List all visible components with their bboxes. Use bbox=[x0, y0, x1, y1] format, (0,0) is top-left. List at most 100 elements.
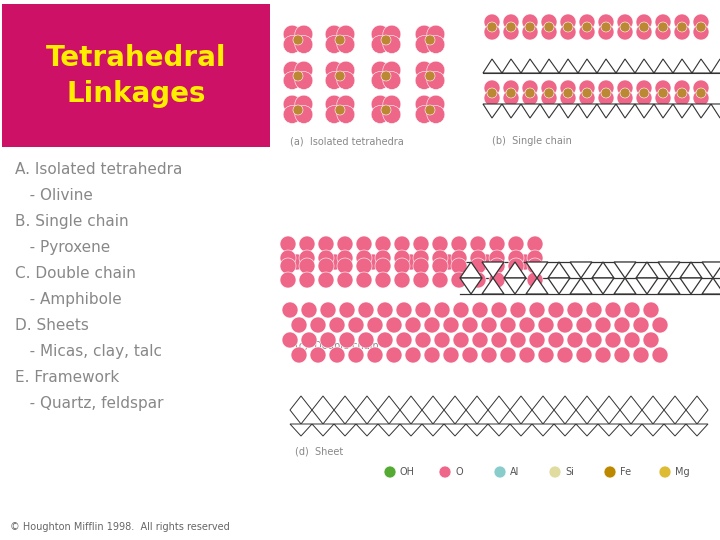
Circle shape bbox=[605, 332, 621, 348]
Polygon shape bbox=[680, 278, 702, 294]
Circle shape bbox=[383, 105, 401, 124]
Circle shape bbox=[295, 36, 313, 53]
Polygon shape bbox=[488, 396, 510, 424]
Polygon shape bbox=[711, 104, 720, 118]
Circle shape bbox=[381, 105, 391, 115]
Circle shape bbox=[601, 22, 611, 32]
Text: - Olivine: - Olivine bbox=[15, 188, 93, 203]
Polygon shape bbox=[658, 262, 680, 278]
Circle shape bbox=[658, 22, 668, 32]
Circle shape bbox=[337, 236, 353, 252]
Circle shape bbox=[655, 14, 671, 30]
Circle shape bbox=[415, 71, 433, 90]
Polygon shape bbox=[400, 396, 422, 424]
Text: C. Double chain: C. Double chain bbox=[15, 266, 136, 281]
Circle shape bbox=[320, 332, 336, 348]
Circle shape bbox=[677, 88, 687, 98]
Circle shape bbox=[652, 317, 668, 333]
Circle shape bbox=[280, 272, 296, 288]
Circle shape bbox=[519, 347, 535, 363]
Circle shape bbox=[434, 302, 450, 318]
Circle shape bbox=[325, 71, 343, 90]
Circle shape bbox=[506, 22, 516, 32]
Circle shape bbox=[560, 80, 576, 96]
Circle shape bbox=[557, 317, 573, 333]
Circle shape bbox=[371, 105, 389, 124]
Circle shape bbox=[527, 258, 543, 274]
Circle shape bbox=[432, 272, 448, 288]
Polygon shape bbox=[680, 262, 702, 278]
Text: Al: Al bbox=[510, 467, 519, 477]
Circle shape bbox=[693, 24, 709, 40]
Circle shape bbox=[415, 332, 431, 348]
Polygon shape bbox=[664, 396, 686, 424]
Polygon shape bbox=[576, 424, 598, 436]
Circle shape bbox=[320, 302, 336, 318]
Circle shape bbox=[491, 332, 507, 348]
Circle shape bbox=[283, 61, 301, 79]
Circle shape bbox=[636, 24, 652, 40]
Polygon shape bbox=[664, 424, 686, 436]
Circle shape bbox=[299, 272, 315, 288]
Circle shape bbox=[283, 25, 301, 43]
Circle shape bbox=[586, 302, 602, 318]
Text: (d)  Sheet: (d) Sheet bbox=[295, 446, 343, 456]
Circle shape bbox=[301, 302, 317, 318]
Circle shape bbox=[614, 317, 630, 333]
Circle shape bbox=[576, 347, 592, 363]
Circle shape bbox=[563, 22, 573, 32]
Circle shape bbox=[484, 14, 500, 30]
Polygon shape bbox=[673, 59, 692, 73]
Circle shape bbox=[295, 71, 313, 90]
Circle shape bbox=[508, 272, 524, 288]
Circle shape bbox=[283, 71, 301, 90]
Circle shape bbox=[403, 254, 419, 270]
Circle shape bbox=[291, 347, 307, 363]
Circle shape bbox=[415, 302, 431, 318]
Circle shape bbox=[633, 347, 649, 363]
Circle shape bbox=[441, 254, 457, 270]
Circle shape bbox=[484, 80, 500, 96]
Circle shape bbox=[508, 258, 524, 274]
Polygon shape bbox=[532, 424, 554, 436]
Circle shape bbox=[605, 302, 621, 318]
Circle shape bbox=[337, 272, 353, 288]
Circle shape bbox=[427, 25, 445, 43]
Circle shape bbox=[425, 105, 435, 115]
Circle shape bbox=[405, 347, 421, 363]
Circle shape bbox=[383, 71, 401, 90]
Circle shape bbox=[293, 105, 303, 115]
Polygon shape bbox=[614, 278, 636, 294]
Circle shape bbox=[375, 272, 391, 288]
Circle shape bbox=[310, 347, 326, 363]
Polygon shape bbox=[312, 424, 334, 436]
Circle shape bbox=[614, 347, 630, 363]
Circle shape bbox=[358, 302, 374, 318]
Circle shape bbox=[655, 90, 671, 106]
Circle shape bbox=[329, 317, 345, 333]
Polygon shape bbox=[686, 396, 708, 424]
Circle shape bbox=[282, 332, 298, 348]
Polygon shape bbox=[592, 262, 614, 278]
Circle shape bbox=[383, 25, 401, 43]
Circle shape bbox=[658, 88, 668, 98]
Circle shape bbox=[415, 61, 433, 79]
Circle shape bbox=[489, 250, 505, 266]
Circle shape bbox=[282, 302, 298, 318]
Circle shape bbox=[325, 25, 343, 43]
Circle shape bbox=[425, 71, 435, 81]
Circle shape bbox=[337, 95, 355, 113]
Circle shape bbox=[579, 80, 595, 96]
Polygon shape bbox=[642, 396, 664, 424]
Circle shape bbox=[335, 105, 345, 115]
Polygon shape bbox=[540, 104, 559, 118]
Text: OH: OH bbox=[400, 467, 415, 477]
Circle shape bbox=[481, 347, 497, 363]
Circle shape bbox=[356, 272, 372, 288]
Circle shape bbox=[696, 22, 706, 32]
Circle shape bbox=[560, 14, 576, 30]
Circle shape bbox=[337, 36, 355, 53]
Circle shape bbox=[424, 317, 440, 333]
Polygon shape bbox=[504, 278, 526, 294]
Text: © Houghton Mifflin 1998.  All rights reserved: © Houghton Mifflin 1998. All rights rese… bbox=[10, 522, 230, 532]
